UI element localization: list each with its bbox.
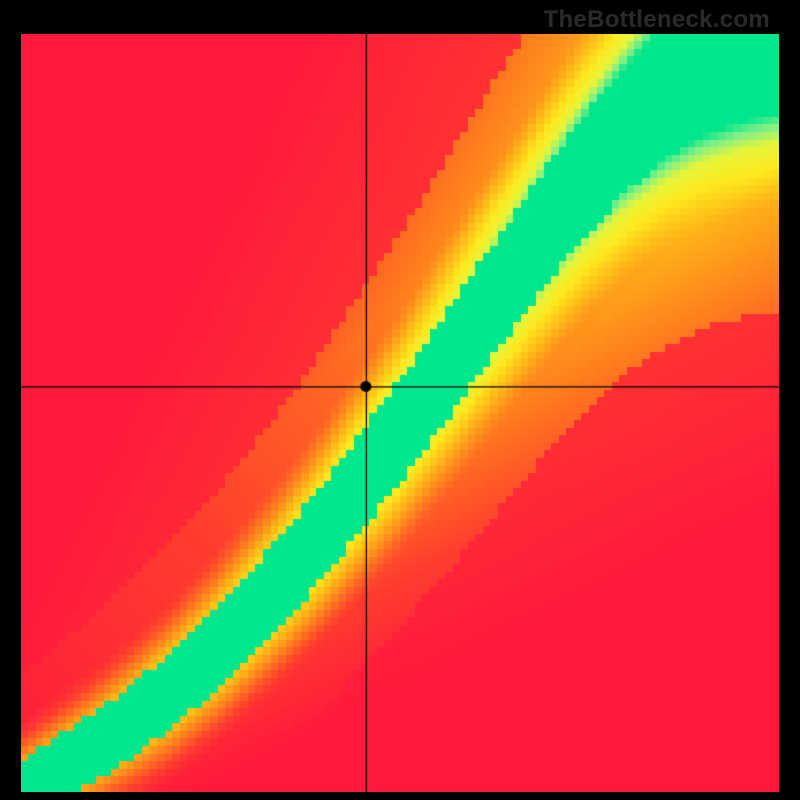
plot-frame [21,34,779,792]
watermark-text: TheBottleneck.com [544,6,770,34]
bottleneck-heatmap [21,34,779,792]
